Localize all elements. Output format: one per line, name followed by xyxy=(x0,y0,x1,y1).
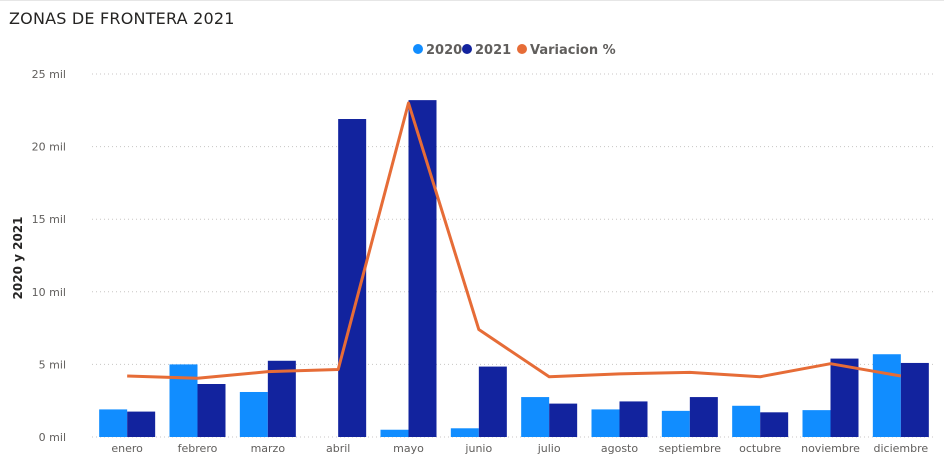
legend-marker xyxy=(517,44,527,54)
bar-2020-junio[interactable] xyxy=(450,428,479,437)
bar-2020-diciembre[interactable] xyxy=(872,354,901,437)
bar-2021-enero[interactable] xyxy=(127,411,156,437)
bar-2020-septiembre[interactable] xyxy=(661,410,690,437)
legend-label[interactable]: 2021 xyxy=(475,43,511,58)
y-tick-label: 20 mil xyxy=(32,141,66,154)
x-tick-label: agosto xyxy=(601,442,638,455)
x-tick-label: enero xyxy=(111,442,143,455)
bars xyxy=(99,100,929,438)
bar-2021-febrero[interactable] xyxy=(197,384,226,437)
bar-2020-agosto[interactable] xyxy=(591,409,620,437)
bar-2021-marzo[interactable] xyxy=(267,360,296,437)
bar-2021-junio[interactable] xyxy=(478,366,507,437)
bar-2020-mayo[interactable] xyxy=(380,429,409,437)
bar-2020-octubre[interactable] xyxy=(732,405,761,437)
x-tick-label: junio xyxy=(464,442,492,455)
y-tick-label: 0 mil xyxy=(39,431,66,444)
bar-2021-noviembre[interactable] xyxy=(830,358,859,437)
bar-2020-noviembre[interactable] xyxy=(802,410,831,437)
legend[interactable]: 2020 2021 Variacion % xyxy=(413,43,616,58)
y-tick-label: 25 mil xyxy=(32,68,66,81)
bar-2021-octubre[interactable] xyxy=(760,412,789,437)
bar-2021-diciembre[interactable] xyxy=(900,362,929,437)
y-tick-label: 5 mil xyxy=(39,358,66,371)
bar-2020-marzo[interactable] xyxy=(239,391,268,437)
x-tick-label: mayo xyxy=(393,442,424,455)
legend-label[interactable]: 2020 xyxy=(426,43,462,58)
line-variacion[interactable] xyxy=(127,101,902,380)
bar-2021-julio[interactable] xyxy=(549,403,578,437)
x-tick-label: marzo xyxy=(251,442,286,455)
x-axis-ticks: enero febrero marzo abril mayo junio julio agos… xyxy=(111,442,928,455)
bar-2021-septiembre[interactable] xyxy=(689,397,718,437)
chart-title: ZONAS DE FRONTERA 2021 xyxy=(9,9,235,28)
bar-2020-febrero[interactable] xyxy=(169,364,198,437)
legend-marker xyxy=(462,44,472,54)
bar-2020-julio[interactable] xyxy=(521,397,550,437)
variation-line xyxy=(127,101,902,380)
x-tick-label: julio xyxy=(537,442,561,455)
bar-2021-agosto[interactable] xyxy=(619,401,648,437)
y-tick-label: 15 mil xyxy=(32,213,66,226)
x-tick-label: septiembre xyxy=(659,442,722,455)
x-tick-label: diciembre xyxy=(874,442,929,455)
y-axis-label: 2020 y 2021 xyxy=(11,217,25,300)
bar-2020-enero[interactable] xyxy=(99,409,128,437)
y-axis-ticks: 0 mil 5 mil 10 mil 15 mil 20 mil 25 mil xyxy=(32,68,66,444)
x-tick-label: noviembre xyxy=(801,442,860,455)
bar-2021-mayo[interactable] xyxy=(408,100,437,438)
legend-label[interactable]: Variacion % xyxy=(530,43,616,58)
gridlines xyxy=(92,73,936,438)
x-tick-label: octubre xyxy=(739,442,781,455)
x-tick-label: abril xyxy=(326,442,350,455)
x-tick-label: febrero xyxy=(178,442,218,455)
y-tick-label: 10 mil xyxy=(32,286,66,299)
legend-marker xyxy=(413,44,423,54)
top-divider xyxy=(0,0,944,1)
